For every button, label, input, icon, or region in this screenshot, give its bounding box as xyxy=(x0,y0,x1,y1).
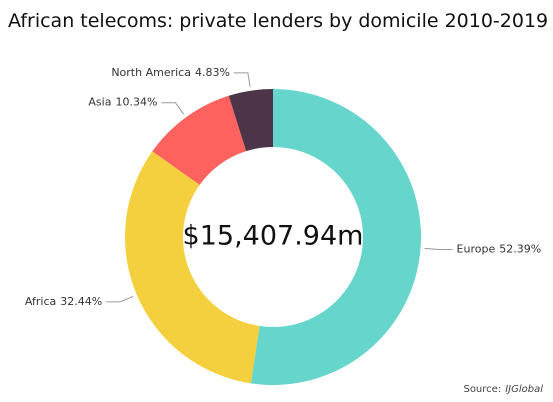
source: Source: IJGlobal xyxy=(463,384,543,395)
slice xyxy=(228,89,273,152)
value-label: 4.83% xyxy=(195,66,230,79)
slice-label: Africa 32.44% xyxy=(25,295,102,308)
category-name: Africa xyxy=(25,295,56,308)
leader-line xyxy=(424,247,453,250)
leader-line xyxy=(161,102,185,115)
category-name: North America xyxy=(111,66,191,79)
value-label: 32.44% xyxy=(60,295,102,308)
value-label: 52.39% xyxy=(499,242,541,255)
slice xyxy=(124,151,260,384)
slice xyxy=(152,95,247,185)
category-name: Europe xyxy=(457,242,496,255)
source-name: IJGlobal xyxy=(505,384,543,395)
category-name: Asia xyxy=(88,96,111,109)
slice-label: North America 4.83% xyxy=(111,66,230,79)
value-label: 10.34% xyxy=(115,96,157,109)
slice xyxy=(250,89,421,385)
chart-title: African telecoms: private lenders by dom… xyxy=(8,10,553,32)
center-label: $15,407.94m xyxy=(183,221,364,252)
leader-line xyxy=(233,72,251,87)
leader-line xyxy=(106,295,134,303)
slice-label: Asia 10.34% xyxy=(88,96,157,109)
slice-label: Europe 52.39% xyxy=(457,242,542,255)
source-label: Source: xyxy=(463,384,501,395)
